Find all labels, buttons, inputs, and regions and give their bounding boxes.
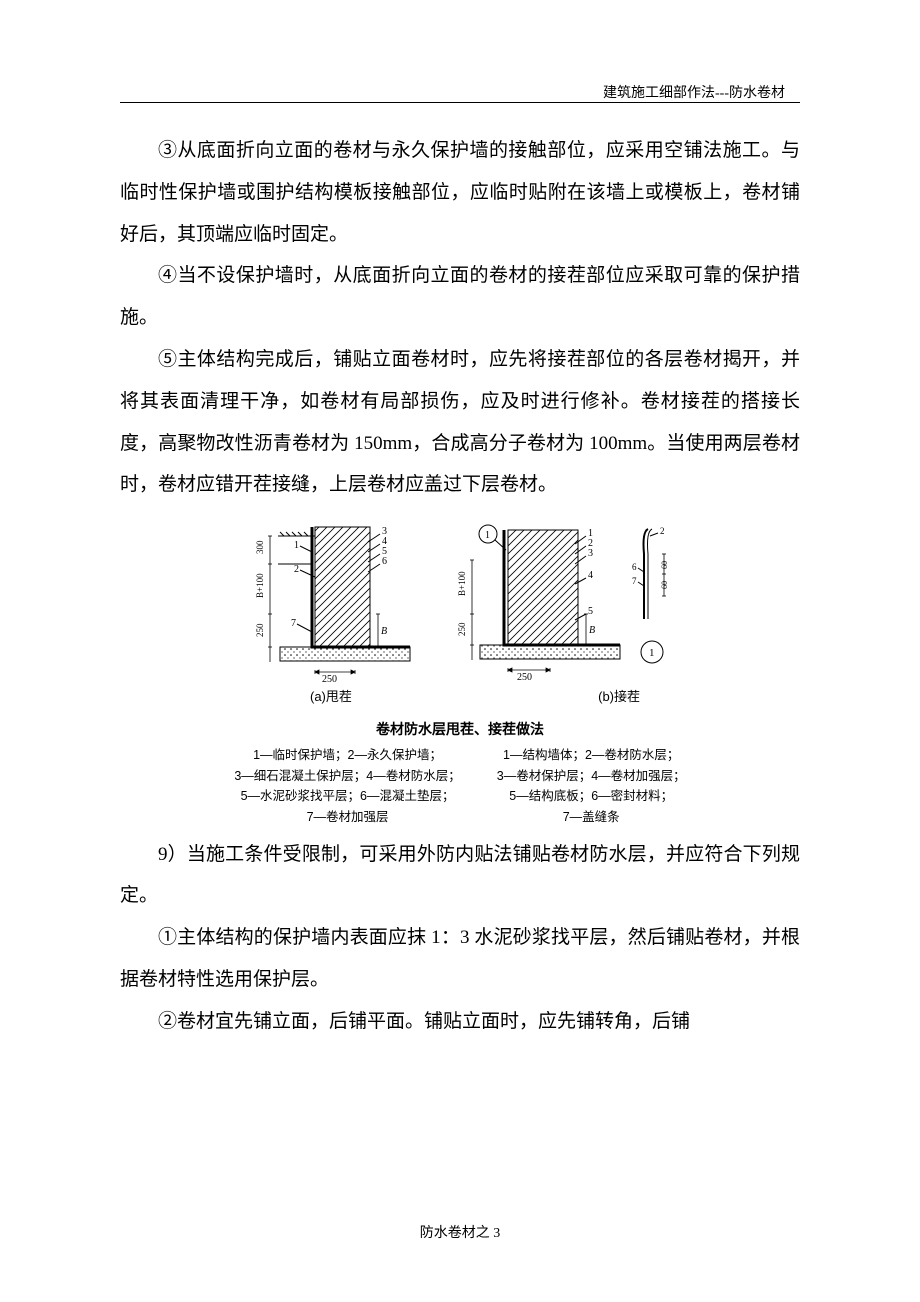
svg-text:B+100: B+100 xyxy=(255,573,265,598)
figure: 300 B+100 250 B 250 xyxy=(230,514,690,828)
svg-text:2: 2 xyxy=(294,564,299,575)
svg-text:6: 6 xyxy=(382,556,387,567)
svg-text:3: 3 xyxy=(588,548,593,559)
paragraph-4: ④当不设保护墙时，从底面折向立面的卷材的接茬部位应采取可靠的保护措施。 xyxy=(120,255,800,339)
svg-text:250: 250 xyxy=(322,674,337,684)
svg-text:250: 250 xyxy=(457,622,467,636)
svg-text:4: 4 xyxy=(588,570,593,581)
svg-text:B: B xyxy=(381,626,387,637)
figure-svg: 300 B+100 250 B 250 xyxy=(230,514,690,684)
header-rule xyxy=(120,102,800,103)
legend-line: 1—临时保护墙；2—永久保护墙； xyxy=(234,745,460,766)
page: 建筑施工细部作法---防水卷材 ③从底面折向立面的卷材与永久保护墙的接触部位，应… xyxy=(0,0,920,1302)
svg-text:B+100: B+100 xyxy=(457,571,467,596)
svg-text:1: 1 xyxy=(485,530,490,541)
svg-text:1: 1 xyxy=(649,647,655,659)
paragraph-9: 9）当施工条件受限制，可采用外防内贴法铺贴卷材防水层，并应符合下列规定。 xyxy=(120,834,800,918)
svg-text:250: 250 xyxy=(255,623,265,637)
legend-line: 3—细石混凝土保护层；4—卷材防水层； xyxy=(234,766,460,787)
figure-legend: 1—临时保护墙；2—永久保护墙； 3—细石混凝土保护层；4—卷材防水层； 5—水… xyxy=(230,745,690,828)
svg-text:250: 250 xyxy=(517,672,532,683)
figure-subcaptions: (a)甩茬 (b)接茬 xyxy=(230,684,690,707)
legend-line: 5—结构底板；6—密封材料； xyxy=(497,786,686,807)
running-head: 建筑施工细部作法---防水卷材 xyxy=(603,82,785,102)
legend-line: 1—结构墙体；2—卷材防水层； xyxy=(497,745,686,766)
legend-line: 5—水泥砂浆找平层；6—混凝土垫层； xyxy=(234,786,460,807)
svg-text:6: 6 xyxy=(632,562,637,572)
svg-text:B: B xyxy=(589,625,595,636)
page-footer: 防水卷材之 3 xyxy=(0,1222,920,1242)
content-area: ③从底面折向立面的卷材与永久保护墙的接触部位，应采用空铺法施工。与临时性保护墙或… xyxy=(120,130,800,1043)
paragraph-9-1: ①主体结构的保护墙内表面应抹 1：3 水泥砂浆找平层，然后铺贴卷材，并根据卷材特… xyxy=(120,917,800,1001)
svg-text:60: 60 xyxy=(660,581,669,589)
svg-text:7: 7 xyxy=(632,576,637,586)
figure-title: 卷材防水层甩茬、接茬做法 xyxy=(230,719,690,739)
caption-b: (b)接茬 xyxy=(598,686,640,705)
svg-text:2: 2 xyxy=(660,526,665,536)
svg-text:300: 300 xyxy=(255,540,265,554)
caption-a: (a)甩茬 xyxy=(310,686,352,705)
legend-right: 1—结构墙体；2—卷材防水层； 3—卷材保护层；4—卷材加强层； 5—结构底板；… xyxy=(497,745,686,828)
legend-line: 7—盖缝条 xyxy=(497,807,686,828)
svg-text:7: 7 xyxy=(291,618,296,629)
paragraph-9-2: ②卷材宜先铺立面，后铺平面。铺贴立面时，应先铺转角，后铺 xyxy=(120,1001,800,1043)
paragraph-5: ⑤主体结构完成后，铺贴立面卷材时，应先将接茬部位的各层卷材揭开，并将其表面清理干… xyxy=(120,339,800,506)
svg-text:60: 60 xyxy=(660,561,669,569)
legend-left: 1—临时保护墙；2—永久保护墙； 3—细石混凝土保护层；4—卷材防水层； 5—水… xyxy=(234,745,460,828)
legend-line: 3—卷材保护层；4—卷材加强层； xyxy=(497,766,686,787)
svg-text:1: 1 xyxy=(294,540,299,551)
legend-line: 7—卷材加强层 xyxy=(234,807,460,828)
svg-text:5: 5 xyxy=(588,606,593,617)
paragraph-3: ③从底面折向立面的卷材与永久保护墙的接触部位，应采用空铺法施工。与临时性保护墙或… xyxy=(120,130,800,255)
